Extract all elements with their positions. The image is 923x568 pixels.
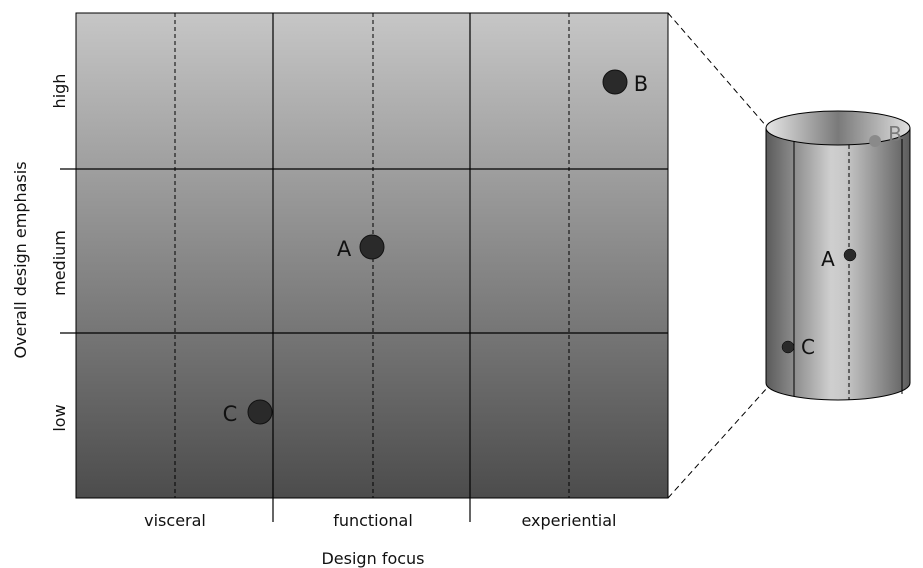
point-B-marker	[602, 69, 628, 95]
point-A-marker	[359, 234, 385, 260]
col-label-experiential: experiential	[521, 511, 616, 530]
cylinder-point-B-label: B	[888, 122, 902, 146]
row-label-medium: medium	[50, 230, 69, 296]
cylinder-body	[765, 127, 911, 401]
row-label-high: high	[50, 74, 69, 109]
cylinder-point-C-marker	[781, 340, 795, 354]
cylinder-point-C-label: C	[801, 335, 815, 359]
cylinder-point-A-marker	[843, 248, 857, 262]
y-axis-title: Overall design emphasis	[11, 161, 30, 358]
point-B-label: B	[634, 72, 648, 96]
point-A-label: A	[337, 237, 352, 261]
col-label-functional: functional	[333, 511, 413, 530]
point-C-label: C	[223, 402, 238, 426]
projection-line-bottom	[667, 387, 768, 499]
cylinder-point-C: C	[781, 335, 815, 359]
point-B: B	[602, 69, 648, 96]
cylinder-point-A: A	[821, 247, 857, 271]
cylinder-point-B-marker	[869, 135, 881, 147]
cylinder-point-B: B	[869, 122, 902, 147]
point-C: C	[223, 399, 273, 426]
matrix-grid	[60, 12, 669, 522]
row-label-low: low	[50, 404, 69, 431]
projection-line-top	[667, 12, 768, 128]
cylinder-point-A-label: A	[821, 247, 835, 271]
point-A: A	[337, 234, 385, 261]
cylinder	[765, 110, 911, 401]
x-axis-title: Design focus	[321, 549, 424, 568]
col-label-visceral: visceral	[144, 511, 206, 530]
point-C-marker	[247, 399, 273, 425]
